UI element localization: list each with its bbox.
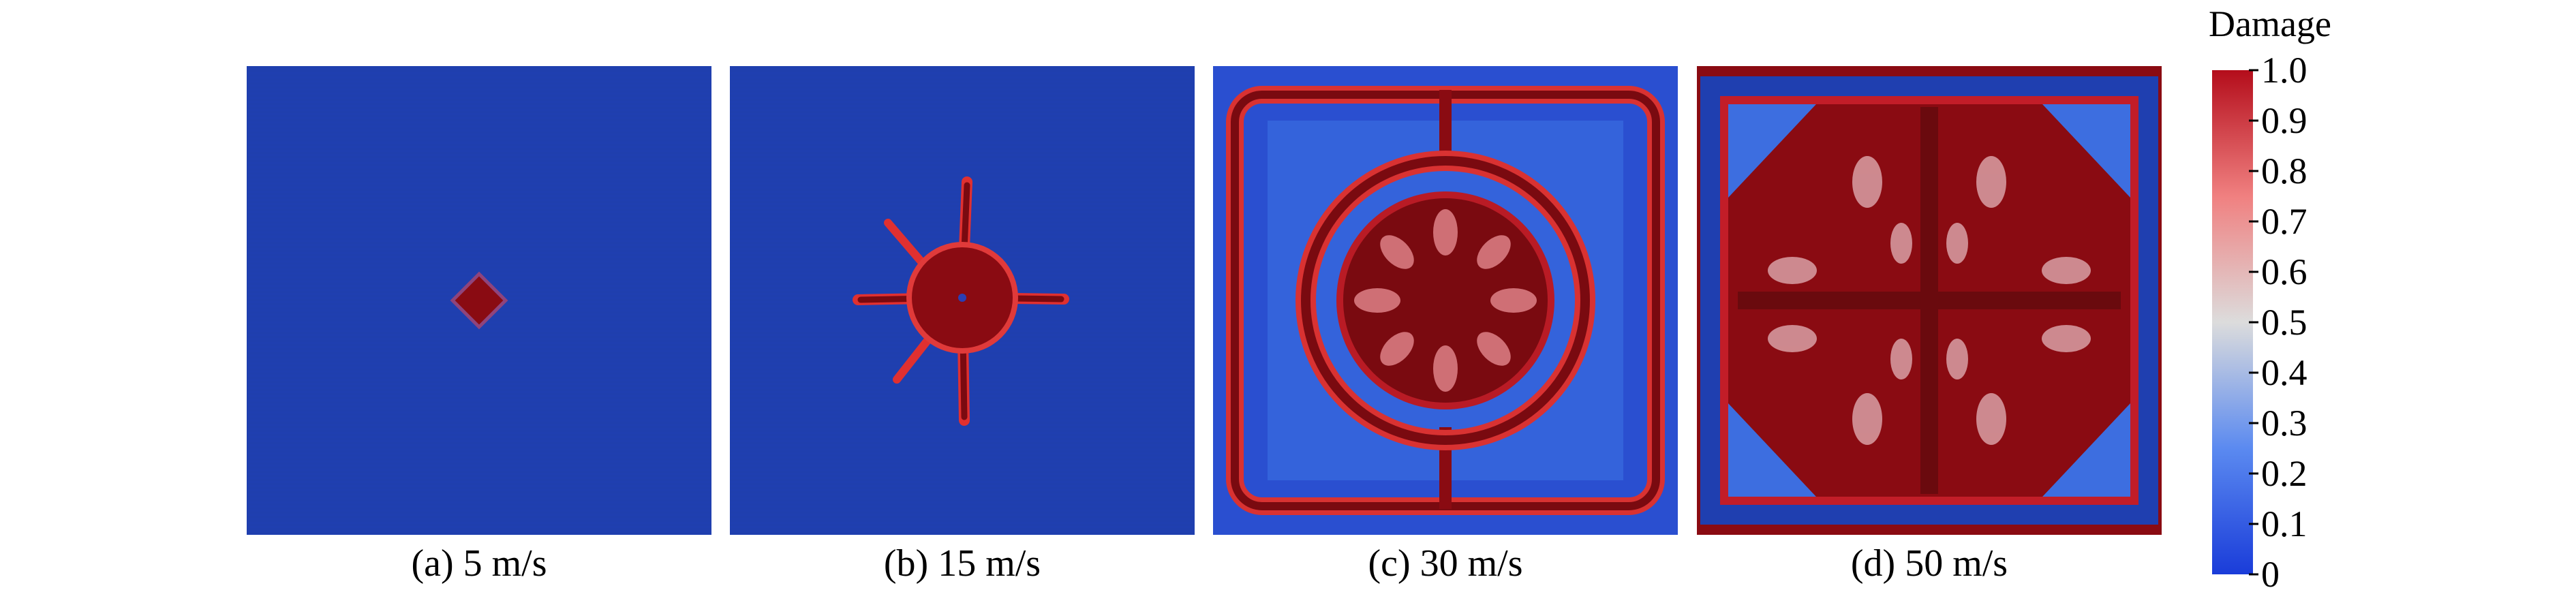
colorbar-tick-mark xyxy=(2249,321,2258,324)
colorbar-tick-mark xyxy=(2249,472,2258,475)
colorbar-tick-label: 0.6 xyxy=(2261,251,2307,292)
colorbar-tick-mark xyxy=(2249,422,2258,424)
colorbar-tick-mark xyxy=(2249,573,2258,576)
colorbar-tick-label: 0.5 xyxy=(2261,302,2307,343)
colorbar xyxy=(2212,70,2253,574)
heatmap-panel-b xyxy=(730,66,1195,535)
heatmap-panel-c xyxy=(1213,66,1678,535)
caption-c: (c) 30 m/s xyxy=(1368,542,1523,585)
colorbar-tick-label: 0 xyxy=(2261,554,2280,595)
heatmap-panel-a xyxy=(247,66,711,535)
colorbar-tick-label: 0.4 xyxy=(2261,352,2307,393)
colorbar-tick-label: 0.3 xyxy=(2261,403,2307,444)
colorbar-tick-mark xyxy=(2249,69,2258,72)
colorbar-tick-label: 0.7 xyxy=(2261,201,2307,242)
colorbar-tick-mark xyxy=(2249,220,2258,223)
caption-b: (b) 15 m/s xyxy=(883,542,1041,585)
caption-a: (a) 5 m/s xyxy=(411,542,547,585)
colorbar-tick-label: 0.8 xyxy=(2261,151,2307,191)
colorbar-tick-mark xyxy=(2249,270,2258,273)
heatmap-panel-d xyxy=(1697,66,2162,535)
colorbar-tick-mark xyxy=(2249,523,2258,525)
colorbar-tick-label: 0.9 xyxy=(2261,100,2307,141)
colorbar-tick-mark xyxy=(2249,170,2258,172)
colorbar-title: Damage xyxy=(2209,3,2331,44)
colorbar-tick-label: 0.1 xyxy=(2261,503,2307,544)
caption-d: (d) 50 m/s xyxy=(1850,542,2008,585)
colorbar-tick-label: 1.0 xyxy=(2261,50,2307,91)
colorbar-tick-mark xyxy=(2249,119,2258,122)
colorbar-tick-label: 0.2 xyxy=(2261,453,2307,494)
colorbar-tick-mark xyxy=(2249,371,2258,374)
